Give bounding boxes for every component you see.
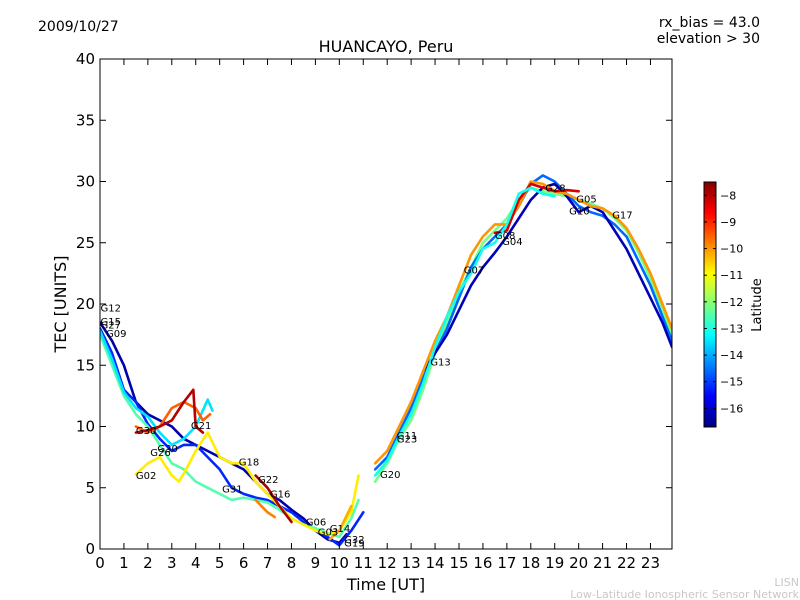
satellite-label: G18 [239, 458, 259, 469]
y-axis-label: TEC [UNITS] [51, 256, 70, 354]
colorbar-tick-label: −14 [720, 349, 743, 362]
x-tick-label: 12 [378, 554, 397, 572]
satellite-label: G16 [270, 490, 290, 501]
y-tick-label: 0 [85, 540, 95, 558]
y-tick-label: 40 [76, 50, 95, 68]
x-tick-label: 23 [641, 554, 660, 572]
x-axis-label: Time [UT] [346, 575, 425, 594]
x-tick-label: 18 [521, 554, 540, 572]
y-tick-label: 15 [76, 356, 95, 374]
satellite-label: G07 [464, 265, 484, 276]
series-line-track-e [134, 431, 360, 536]
x-tick-label: 4 [191, 554, 201, 572]
footer-network: Low-Latitude Ionospheric Sensor Network [570, 588, 799, 600]
satellite-label: G06 [306, 518, 326, 529]
x-tick-label: 1 [119, 554, 129, 572]
x-tick-label: 2 [143, 554, 153, 572]
colorbar-tick-label: −10 [720, 243, 743, 256]
satellite-label: G30 [136, 426, 156, 437]
satellite-label: G04 [502, 237, 522, 248]
colorbar-tick-label: −12 [720, 296, 743, 309]
y-tick-label: 35 [76, 111, 95, 129]
y-tick-label: 20 [76, 295, 95, 313]
x-tick-label: 17 [497, 554, 516, 572]
satellite-label: G13 [430, 357, 450, 368]
satellite-label: G15 [101, 317, 121, 328]
colorbar-tick-label: −8 [720, 189, 736, 202]
satellite-label: G22 [258, 475, 278, 486]
satellite-label: G32 [344, 535, 364, 546]
satellite-label: G02 [136, 471, 156, 482]
series-line-track-i [254, 474, 293, 524]
series-line-track-o [493, 182, 580, 235]
series-line-track-f [134, 400, 212, 434]
date-label: 2009/10/27 [38, 19, 119, 35]
satellite-label: G27 [101, 321, 121, 332]
satellite-label: G12 [101, 303, 121, 314]
series-line-track-j [328, 504, 353, 541]
x-tick-label: 5 [215, 554, 225, 572]
x-tick-label: 0 [95, 554, 105, 572]
x-tick-label: 3 [167, 554, 177, 572]
chart-title: HUANCAYO, Peru [319, 37, 454, 56]
satellite-label: G19 [344, 539, 364, 550]
y-tick-label: 10 [76, 418, 95, 436]
x-tick-label: 16 [473, 554, 492, 572]
satellite-label: G28 [545, 183, 565, 194]
footer-lisn: LISN [774, 576, 799, 589]
x-tick-label: 7 [263, 554, 273, 572]
x-tick-label: 11 [354, 554, 373, 572]
series-line-track-c [100, 333, 360, 539]
satellite-label: G11 [397, 431, 417, 442]
x-tick-label: 9 [311, 554, 321, 572]
x-tick-label: 20 [569, 554, 588, 572]
y-tick-label: 25 [76, 234, 95, 252]
satellite-label: G10 [569, 207, 589, 218]
satellite-label: G26 [150, 448, 170, 459]
colorbar-ticks: −8 −9 −10 −11 −12 −13 −14 −15 −16 [704, 189, 743, 415]
colorbar-tick-label: −16 [720, 402, 743, 415]
x-tick-label: 19 [545, 554, 564, 572]
x-tick-label: 6 [239, 554, 249, 572]
y-axis: 0 5 10 15 20 25 30 35 40 [76, 50, 672, 558]
x-tick-label: 21 [593, 554, 612, 572]
series-layer [100, 174, 672, 547]
rx-bias-label: rx_bias = 43.0 [659, 15, 760, 31]
satellite-label: G31 [222, 485, 242, 496]
satellite-label: G14 [330, 524, 350, 535]
colorbar-tick-label: −13 [720, 322, 743, 335]
colorbar-tick-label: −9 [720, 216, 736, 229]
satellite-label: G05 [576, 194, 596, 205]
x-tick-label: 14 [426, 554, 445, 572]
y-tick-label: 30 [76, 173, 95, 191]
satellite-label: G20 [380, 470, 400, 481]
colorbar-tick-label: −15 [720, 376, 743, 389]
satellite-label: G23 [397, 434, 417, 445]
colorbar [703, 181, 717, 428]
series-line-track-p [373, 186, 556, 477]
series-line-track-d [100, 329, 214, 447]
satellite-label: G03 [318, 528, 338, 539]
satellite-label: G30 [157, 444, 177, 455]
x-tick-label: 22 [617, 554, 636, 572]
satellite-label: G08 [495, 231, 515, 242]
x-tick-label: 15 [449, 554, 468, 572]
x-tick-label: 13 [402, 554, 421, 572]
satellite-label: G21 [191, 421, 211, 432]
series-line-track-g [134, 388, 205, 434]
satellite-label: G17 [612, 210, 632, 221]
colorbar-tick-label: −11 [720, 269, 743, 282]
elevation-label: elevation > 30 [657, 31, 760, 47]
series-line-track-h [254, 498, 276, 519]
x-tick-label: 8 [287, 554, 297, 572]
colorbar-label: Latitude [750, 278, 765, 332]
x-tick-label: 10 [330, 554, 349, 572]
x-axis: 0 1 2 3 4 5 6 7 8 9 10 11 12 13 14 15 16 17 18 19 20 21 22 23 [95, 59, 660, 572]
satellite-label: G09 [106, 329, 126, 340]
series-line-track-m [421, 182, 672, 373]
y-tick-label: 5 [85, 479, 95, 497]
